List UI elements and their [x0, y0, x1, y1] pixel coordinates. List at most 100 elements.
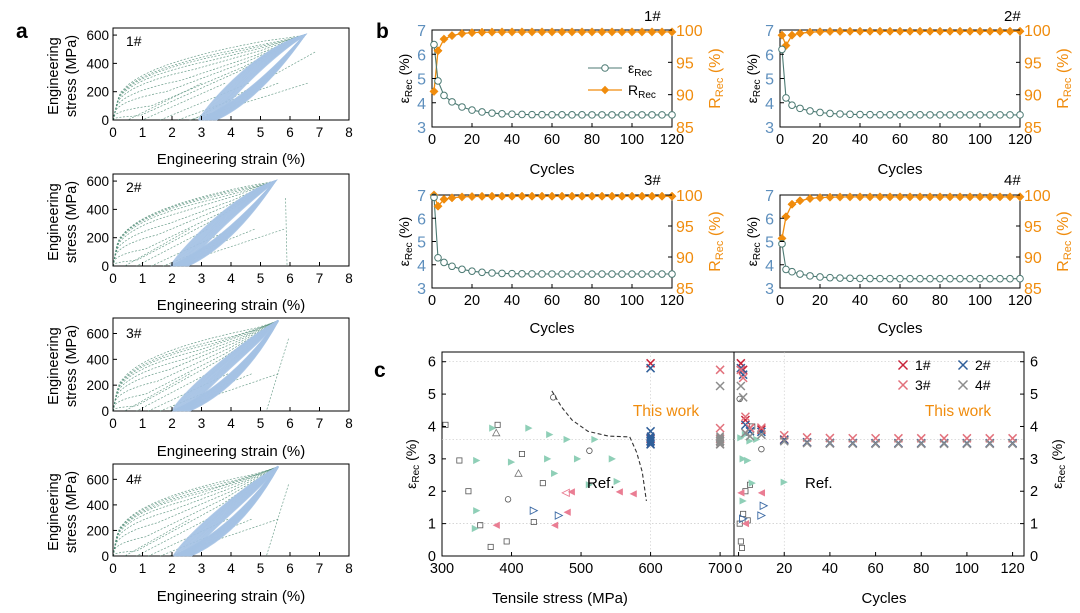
- rrec-point: [955, 192, 965, 202]
- y-tick-label: 3: [1030, 452, 1038, 468]
- rrec-point: [547, 27, 557, 37]
- y-left-axis-label: εRec (%): [396, 217, 415, 267]
- x-axis-label: Cycles: [861, 590, 906, 607]
- x-tick-label: 8: [345, 561, 353, 576]
- x-tick-label: 6: [286, 271, 294, 286]
- loading-curve: [112, 466, 279, 557]
- eps-rec-point: [846, 110, 854, 119]
- plot-marks: 0 20 40 60 80 100 120 3 4 5 6 7 85 90 95 100 εRec (%) RRe…: [744, 23, 1074, 148]
- ref-green-marker: [507, 458, 516, 466]
- plot-annotation: 2#: [1004, 8, 1021, 25]
- y-left-tick-label: 7: [417, 188, 426, 205]
- rrec-point: [617, 27, 627, 37]
- ref-pink-open-marker: [561, 488, 570, 498]
- eps-rec-point: [956, 274, 964, 283]
- rrec-point: [845, 192, 855, 202]
- rrec-point: [617, 191, 627, 201]
- eps-rec-point: [816, 108, 824, 117]
- ref-green-marker: [739, 455, 747, 463]
- this-work-marker: [756, 427, 766, 437]
- y-axis-label-line-2: stress (MPa): [64, 181, 80, 263]
- eps-rec-point: [836, 110, 844, 118]
- panel-label-b: b: [376, 20, 389, 43]
- eps-rec-point: [608, 270, 616, 278]
- rrec-point: [557, 191, 567, 201]
- x-tick-label: 120: [1000, 561, 1024, 577]
- y-axis-label-line-2: stress (MPa): [64, 325, 80, 407]
- rrec-point: [647, 27, 657, 37]
- y-right-tick-label: 100: [1024, 188, 1051, 205]
- y-tick-label: 200: [86, 231, 109, 246]
- loading-curve: [112, 466, 279, 557]
- eps-rec-point: [1006, 111, 1014, 119]
- y-tick-label: 5: [428, 387, 436, 403]
- eps-rec-point: [986, 111, 994, 119]
- x-tick-label: 60: [892, 293, 908, 309]
- rrec-point: [895, 192, 905, 202]
- eps-rec-point: [926, 274, 934, 283]
- this-work-marker: [957, 379, 969, 391]
- ref-square-marker: [518, 450, 525, 457]
- y-tick-label: 0: [428, 549, 436, 565]
- y-right-tick-label: 100: [1024, 23, 1051, 40]
- loading-curve: [112, 320, 279, 412]
- ref-square-marker: [487, 543, 494, 550]
- x-tick-label: 8: [345, 416, 353, 431]
- x-tick-label: 120: [1008, 293, 1032, 309]
- this-work-label: This work: [633, 403, 700, 420]
- rrec-point: [787, 199, 797, 209]
- x-tick-label: 0: [109, 125, 117, 140]
- eps-rec-point: [886, 111, 894, 119]
- rrec-point: [667, 27, 677, 37]
- x-axis-label: Cycles: [877, 161, 922, 178]
- loading-curve: [112, 320, 279, 412]
- eps-rec-point: [588, 111, 596, 119]
- rrec-point: [527, 191, 537, 201]
- loading-curve: [112, 320, 279, 412]
- y-right-axis-label: RRec (%): [1055, 211, 1074, 271]
- rrec-point: [637, 27, 647, 37]
- ref-green-marker: [585, 481, 593, 489]
- panel-label-c: c: [374, 359, 386, 382]
- eps-rec-point: [518, 270, 526, 278]
- this-work-marker: [740, 412, 750, 422]
- rrec-point: [835, 26, 845, 36]
- y-left-tick-label: 3: [417, 120, 426, 137]
- x-tick-label: 120: [660, 293, 684, 309]
- rrec-point: [577, 191, 587, 201]
- y-tick-label: 400: [86, 352, 109, 367]
- rrec-point: [795, 196, 805, 206]
- y-left-tick-label: 5: [417, 235, 426, 252]
- rrec-point: [537, 191, 547, 201]
- loading-curve: [112, 34, 305, 121]
- ref-triangle-marker: [491, 428, 501, 437]
- loading-curve: [112, 466, 279, 557]
- y-left-tick-label: 4: [765, 258, 774, 275]
- eps-rec-point: [638, 111, 646, 119]
- this-work-marker: [715, 381, 725, 391]
- rrec-point: [885, 192, 895, 202]
- rrec-point: [597, 191, 607, 201]
- loading-curve: [112, 180, 276, 267]
- comparison-plot-stress: 300 400 500 600 700 0 1 2 3 4 5 6 εRec (%) Tensile s…: [403, 351, 735, 607]
- eps-rec-point: [488, 269, 496, 277]
- y-tick-label: 600: [86, 472, 109, 487]
- rrec-point: [1005, 26, 1015, 36]
- y-right-tick-label: 95: [1024, 219, 1042, 236]
- y-tick-label: 0: [101, 404, 109, 419]
- x-tick-label: 80: [584, 293, 600, 309]
- x-tick-label: 40: [504, 293, 520, 309]
- legend-label: 3#: [915, 377, 931, 393]
- eps-rec-point: [468, 267, 476, 275]
- eps-rec-point: [782, 94, 790, 102]
- ref-green-marker: [525, 424, 533, 432]
- eps-rec-point: [568, 111, 576, 119]
- y-left-tick-label: 7: [417, 23, 426, 40]
- loading-curve: [112, 466, 279, 557]
- plot-marks: 0 1 2 3 4 5 6 7 8 0 200 400 600: [86, 463, 353, 576]
- x-tick-label: 6: [286, 561, 294, 576]
- eps-rec-point: [778, 45, 786, 54]
- ref-pink-marker: [741, 520, 750, 528]
- eps-rec-point: [508, 110, 516, 119]
- x-tick-label: 0: [109, 271, 117, 286]
